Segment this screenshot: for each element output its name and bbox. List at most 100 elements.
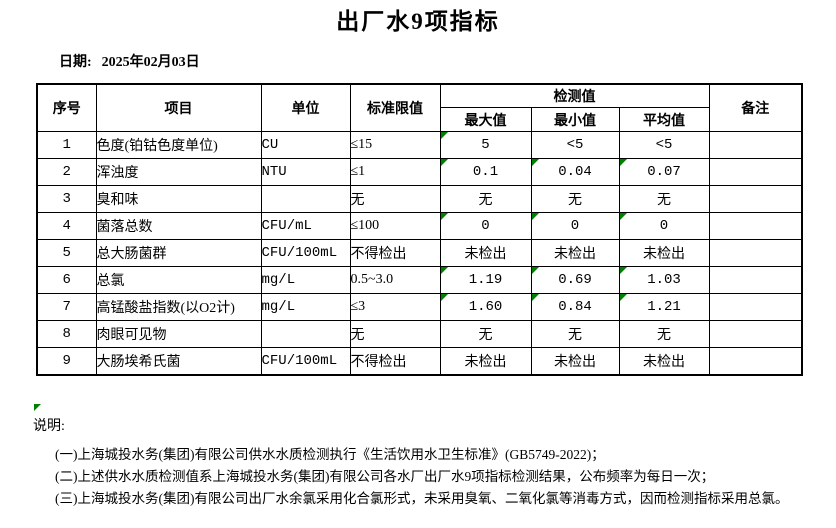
row-seq: 9 bbox=[36, 347, 97, 376]
row-unit bbox=[260, 320, 351, 348]
col-header-min: 最小值 bbox=[530, 107, 620, 132]
row-unit: CFU/mL bbox=[260, 212, 351, 240]
excel-marker-icon bbox=[620, 294, 627, 301]
excel-marker-icon bbox=[620, 213, 627, 220]
table-row: 8 肉眼可见物无无无无 bbox=[36, 320, 803, 348]
note-line: (一)上海城投水务(集团)有限公司供水水质检测执行《生活饮用水卫生标准》(GB5… bbox=[55, 447, 605, 462]
row-max-value: 未检出 bbox=[439, 347, 532, 376]
table-row: 1 色度(铂钴色度单位) CU ≤15 5 <5 <5 bbox=[36, 131, 803, 159]
row-avg-value: <5 bbox=[618, 131, 710, 159]
row-min-value: 未检出 bbox=[530, 239, 620, 267]
row-avg-value: 1.03 bbox=[618, 266, 710, 294]
row-remark bbox=[708, 212, 803, 240]
row-unit: CU bbox=[260, 131, 351, 159]
col-header-item: 项目 bbox=[95, 83, 262, 132]
col-header-remark: 备注 bbox=[708, 83, 803, 132]
row-limit: 无 bbox=[349, 185, 441, 213]
table-row: 9 大肠埃希氏菌 CFU/100mL 不得检出 未检出 未检出 未检出 bbox=[36, 347, 803, 376]
row-remark bbox=[708, 131, 803, 159]
table-row: 6 总氯 mg/L 0.5~3.0 1.19 0.69 1.03 bbox=[36, 266, 803, 294]
row-max-value: 0.1 bbox=[439, 158, 532, 186]
row-unit: mg/L bbox=[260, 266, 351, 294]
row-remark bbox=[708, 239, 803, 267]
excel-marker-icon bbox=[532, 159, 539, 166]
row-unit: CFU/100mL bbox=[260, 347, 351, 376]
excel-marker-icon bbox=[441, 159, 448, 166]
row-min-value: 无 bbox=[530, 320, 620, 348]
row-max-value: 1.60 bbox=[439, 293, 532, 321]
row-min-value: 0.69 bbox=[530, 266, 620, 294]
excel-marker-icon bbox=[532, 213, 539, 220]
row-seq: 7 bbox=[36, 293, 97, 321]
row-remark bbox=[708, 158, 803, 186]
row-min-value: 0.04 bbox=[530, 158, 620, 186]
row-remark bbox=[708, 185, 803, 213]
notes-list: (一)上海城投水务(集团)有限公司供水水质检测执行《生活饮用水卫生标准》(GB5… bbox=[55, 444, 788, 510]
excel-marker-icon bbox=[620, 159, 627, 166]
row-item: 总大肠菌群 bbox=[95, 239, 262, 267]
row-unit: NTU bbox=[260, 158, 351, 186]
row-limit: ≤1 bbox=[349, 158, 441, 186]
row-item: 总氯 bbox=[95, 266, 262, 294]
excel-marker-icon bbox=[441, 294, 448, 301]
col-header-max: 最大值 bbox=[439, 107, 532, 132]
row-min-value: 0.84 bbox=[530, 293, 620, 321]
row-unit: CFU/100mL bbox=[260, 239, 351, 267]
row-avg-value: 无 bbox=[618, 185, 710, 213]
row-avg-value: 无 bbox=[618, 320, 710, 348]
row-limit: ≤3 bbox=[349, 293, 441, 321]
row-seq: 8 bbox=[36, 320, 97, 348]
excel-marker-icon bbox=[34, 404, 41, 411]
col-header-avg: 平均值 bbox=[618, 107, 710, 132]
row-max-value: 未检出 bbox=[439, 239, 532, 267]
row-max-value: 1.19 bbox=[439, 266, 532, 294]
table-row: 5 总大肠菌群 CFU/100mL 不得检出 未检出 未检出 未检出 bbox=[36, 239, 803, 267]
row-avg-value: 未检出 bbox=[618, 239, 710, 267]
row-unit: mg/L bbox=[260, 293, 351, 321]
table-row: 4 菌落总数 CFU/mL ≤100 0 0 0 bbox=[36, 212, 803, 240]
row-item: 浑浊度 bbox=[95, 158, 262, 186]
row-remark bbox=[708, 320, 803, 348]
table-row: 7 高锰酸盐指数(以O2计) mg/L ≤3 1.60 0.84 1.21 bbox=[36, 293, 803, 321]
row-limit: ≤100 bbox=[349, 212, 441, 240]
excel-marker-icon bbox=[441, 267, 448, 274]
row-min-value: 无 bbox=[530, 185, 620, 213]
page-title: 出厂水9项指标 bbox=[336, 9, 500, 34]
row-seq: 1 bbox=[36, 131, 97, 159]
row-limit: 不得检出 bbox=[349, 239, 441, 267]
row-min-value: 未检出 bbox=[530, 347, 620, 376]
row-max-value: 0 bbox=[439, 212, 532, 240]
date-label: 日期: bbox=[59, 55, 92, 70]
col-header-seq: 序号 bbox=[36, 83, 97, 132]
row-avg-value: 0.07 bbox=[618, 158, 710, 186]
date-value: 2025年02月03日 bbox=[101, 55, 200, 70]
row-avg-value: 0 bbox=[618, 212, 710, 240]
col-header-unit: 单位 bbox=[260, 83, 351, 132]
row-seq: 2 bbox=[36, 158, 97, 186]
row-max-value: 无 bbox=[439, 320, 532, 348]
table-row: 2 浑浊度 NTU ≤1 0.1 0.04 0.07 bbox=[36, 158, 803, 186]
row-limit: 0.5~3.0 bbox=[349, 266, 441, 294]
table-row: 3 臭和味无无无无 bbox=[36, 185, 803, 213]
row-item: 菌落总数 bbox=[95, 212, 262, 240]
excel-marker-icon bbox=[620, 267, 627, 274]
excel-marker-icon bbox=[532, 294, 539, 301]
row-remark bbox=[708, 266, 803, 294]
col-header-detection: 检测值 bbox=[439, 83, 710, 108]
row-item: 色度(铂钴色度单位) bbox=[95, 131, 262, 159]
row-item: 高锰酸盐指数(以O2计) bbox=[95, 293, 262, 321]
row-min-value: 0 bbox=[530, 212, 620, 240]
row-seq: 6 bbox=[36, 266, 97, 294]
row-seq: 5 bbox=[36, 239, 97, 267]
row-remark bbox=[708, 347, 803, 376]
row-limit: 无 bbox=[349, 320, 441, 348]
excel-marker-icon bbox=[441, 213, 448, 220]
row-item: 大肠埃希氏菌 bbox=[95, 347, 262, 376]
row-max-value: 5 bbox=[439, 131, 532, 159]
row-seq: 3 bbox=[36, 185, 97, 213]
row-remark bbox=[708, 293, 803, 321]
row-min-value: <5 bbox=[530, 131, 620, 159]
report-date: 日期: 2025年02月03日 bbox=[59, 51, 200, 71]
col-header-limit: 标准限值 bbox=[349, 83, 441, 132]
